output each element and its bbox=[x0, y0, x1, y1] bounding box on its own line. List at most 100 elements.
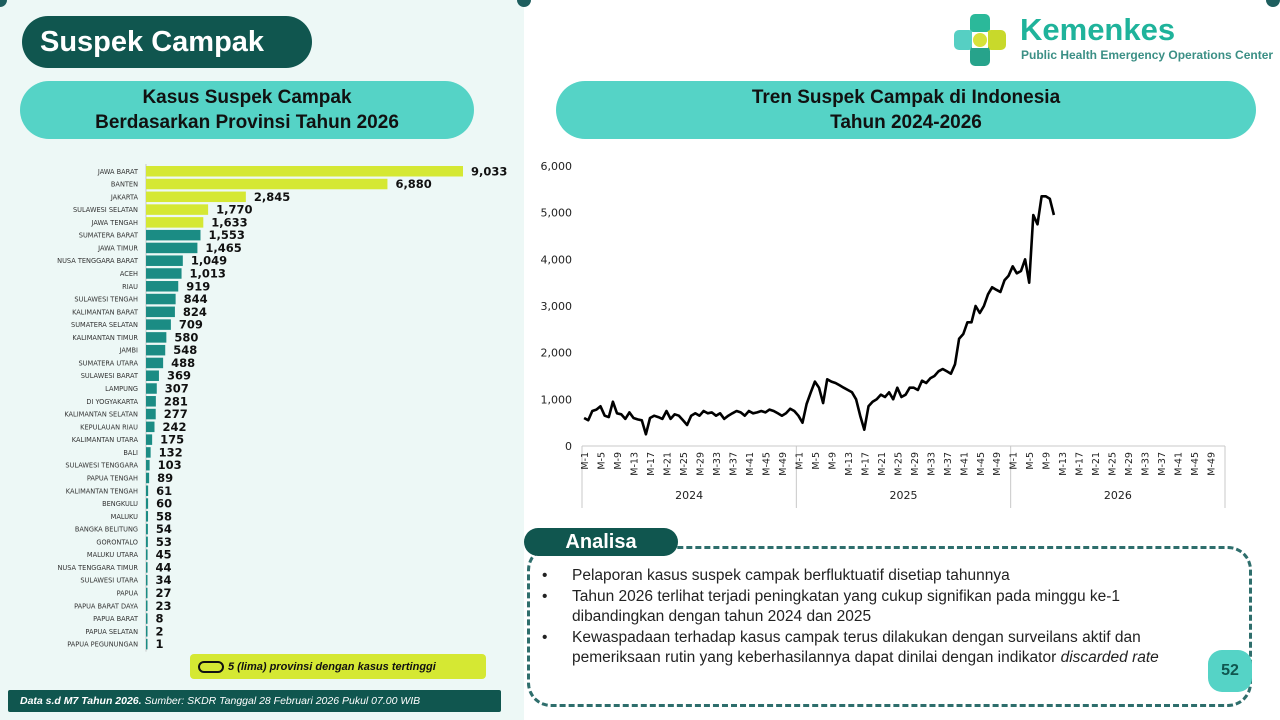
line-chart-title-line1: Tren Suspek Campak di Indonesia bbox=[751, 87, 1061, 108]
y-tick-label: 6,000 bbox=[541, 160, 573, 173]
y-tick-label: 0 bbox=[565, 440, 572, 453]
bar-value-label: 89 bbox=[157, 471, 173, 485]
corner-dot-center bbox=[517, 0, 531, 7]
bar bbox=[146, 204, 209, 215]
kemenkes-logo-icon bbox=[954, 14, 1006, 66]
bar-value-label: 23 bbox=[156, 599, 172, 613]
bar-chart-title-line1: Kasus Suspek Campak bbox=[142, 87, 352, 108]
bar bbox=[146, 383, 157, 394]
analysis-item-1: Pelaporan kasus suspek campak berfluktua… bbox=[540, 566, 1210, 587]
bar bbox=[146, 574, 148, 586]
bar-category-label: SUMATERA SELATAN bbox=[71, 321, 138, 329]
y-tick-label: 4,000 bbox=[541, 253, 573, 266]
bar-category-label: BENGKULU bbox=[102, 500, 138, 508]
legend: 5 (lima) provinsi dengan kasus tertinggi bbox=[190, 654, 486, 679]
x-tick-label: M-9 bbox=[827, 452, 838, 470]
x-tick-label: M-45 bbox=[761, 452, 772, 476]
bar bbox=[146, 562, 148, 573]
bar-value-label: 44 bbox=[156, 560, 172, 574]
page-title: Suspek Campak bbox=[22, 16, 312, 68]
bar-category-label: GORONTALO bbox=[96, 538, 138, 546]
page-number: 52 bbox=[1208, 650, 1252, 692]
bar-chart-title-line2: Berdasarkan Provinsi Tahun 2026 bbox=[95, 112, 399, 133]
bar-category-label: KALIMANTAN BARAT bbox=[72, 308, 139, 316]
bar bbox=[146, 166, 463, 177]
bar-category-label: KEPULAUAN RIAU bbox=[80, 423, 138, 431]
bar bbox=[146, 191, 246, 203]
trend-series-line bbox=[583, 195, 1056, 436]
bar bbox=[146, 536, 148, 548]
x-tick-label: M-9 bbox=[1042, 452, 1053, 470]
bar-category-label: KALIMANTAN SELATAN bbox=[64, 411, 138, 419]
bar bbox=[146, 229, 201, 241]
bar-category-label: BANGKA BELITUNG bbox=[75, 526, 138, 534]
bar-category-label: JAWA BARAT bbox=[97, 168, 139, 176]
bar bbox=[146, 217, 204, 228]
bar-category-label: SULAWESI TENGGARA bbox=[65, 462, 138, 470]
bar-category-label: ACEH bbox=[120, 270, 138, 278]
bar-value-label: 1,553 bbox=[209, 228, 245, 242]
bar-category-label: DI YOGYAKARTA bbox=[86, 398, 138, 406]
bar-value-label: 2,845 bbox=[254, 190, 290, 204]
y-tick-label: 2,000 bbox=[541, 347, 573, 360]
bar bbox=[146, 255, 183, 266]
bar-value-label: 1,633 bbox=[211, 215, 247, 229]
line-chart-title-line2: Tahun 2024-2026 bbox=[830, 112, 982, 133]
x-tick-label: M-25 bbox=[893, 452, 904, 476]
x-tick-label: M-5 bbox=[1025, 452, 1036, 470]
x-tick-label: M-49 bbox=[1207, 452, 1218, 476]
bar-category-label: LAMPUNG bbox=[105, 385, 138, 393]
bar-category-label: NUSA TENGGARA BARAT bbox=[57, 257, 139, 265]
bar-category-label: BANTEN bbox=[111, 181, 138, 189]
analysis-title: Analisa bbox=[524, 528, 678, 556]
bar-value-label: 1,465 bbox=[205, 241, 241, 255]
bar bbox=[146, 613, 148, 624]
x-tick-label: M-33 bbox=[712, 452, 723, 476]
x-tick-label: M-5 bbox=[597, 452, 608, 470]
bar-category-label: SULAWESI BARAT bbox=[81, 372, 139, 380]
bar bbox=[146, 332, 167, 343]
bar bbox=[146, 600, 148, 612]
bar-value-label: 844 bbox=[184, 292, 208, 306]
bar-value-label: 488 bbox=[171, 356, 195, 370]
bar bbox=[146, 370, 159, 381]
analysis-list: Pelaporan kasus suspek campak berfluktua… bbox=[540, 566, 1210, 669]
bar-value-label: 1,770 bbox=[216, 203, 252, 217]
x-tick-label: M-33 bbox=[1141, 452, 1152, 476]
bar-value-label: 709 bbox=[179, 318, 203, 332]
line-chart-header: Tren Suspek Campak di Indonesia Tahun 20… bbox=[556, 81, 1256, 139]
bar-category-label: SUMATERA UTARA bbox=[79, 359, 139, 367]
bar bbox=[146, 357, 164, 369]
x-tick-label: M-45 bbox=[976, 452, 987, 476]
x-tick-label: M-49 bbox=[992, 452, 1003, 476]
x-tick-label: M-1 bbox=[1009, 452, 1020, 470]
analysis-item-3: Kewaspadaan terhadap kasus campak terus … bbox=[540, 628, 1210, 669]
bar-value-label: 919 bbox=[186, 279, 210, 293]
bar-category-label: JAKARTA bbox=[110, 193, 139, 201]
bar-category-label: PAPUA bbox=[117, 589, 139, 597]
bar-category-label: PAPUA SELATAN bbox=[85, 628, 138, 636]
bar-category-label: SUMATERA BARAT bbox=[79, 232, 139, 240]
kemenkes-logo: Kemenkes Public Health Emergency Operati… bbox=[952, 10, 1273, 76]
x-tick-label: M-41 bbox=[745, 452, 756, 476]
bar-value-label: 9,033 bbox=[471, 164, 507, 178]
x-tick-label: M-29 bbox=[1124, 452, 1135, 476]
x-tick-label: M-21 bbox=[1091, 452, 1102, 476]
analysis-box bbox=[527, 546, 1252, 707]
bar-value-label: 1 bbox=[156, 637, 164, 651]
bar-value-label: 132 bbox=[159, 445, 183, 459]
bar-value-label: 61 bbox=[156, 484, 172, 498]
bar-category-label: SULAWESI UTARA bbox=[80, 577, 138, 585]
bar-value-label: 277 bbox=[164, 407, 188, 421]
corner-dot-right bbox=[1266, 0, 1280, 7]
bar bbox=[146, 281, 179, 292]
bar-value-label: 548 bbox=[173, 343, 197, 357]
bar-value-label: 281 bbox=[164, 394, 188, 408]
bar bbox=[146, 523, 148, 535]
bar-value-label: 53 bbox=[156, 535, 172, 549]
x-tick-label: M-41 bbox=[959, 452, 970, 476]
bar bbox=[146, 459, 150, 471]
legend-text: 5 (lima) provinsi dengan kasus tertinggi bbox=[228, 660, 436, 673]
x-tick-label: M-41 bbox=[1174, 452, 1185, 476]
x-tick-label: M-13 bbox=[630, 452, 641, 476]
